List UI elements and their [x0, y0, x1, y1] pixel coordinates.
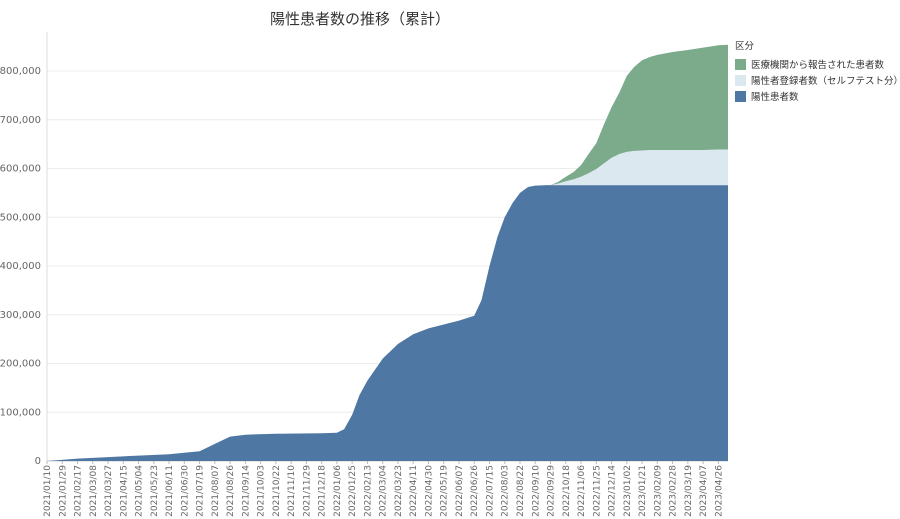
x-tick-label: 2023/04/07: [699, 465, 709, 517]
x-tick-label: 2022/06/26: [470, 465, 480, 517]
y-tick-label: 300,000: [0, 310, 41, 321]
x-tick-label: 2022/11/06: [577, 465, 587, 517]
x-tick-label: 2023/02/28: [669, 465, 679, 517]
legend-item: 医療機関から報告された患者数: [735, 56, 900, 72]
x-tick-label: 2021/11/10: [287, 465, 297, 517]
y-tick-label: 700,000: [0, 115, 41, 126]
x-tick-label: 2022/12/14: [608, 465, 618, 517]
x-tick-label: 2022/04/30: [424, 465, 434, 517]
x-tick-label: 2021/11/29: [302, 465, 312, 517]
legend-swatch: [735, 90, 746, 102]
x-tick-label: 2021/05/04: [135, 465, 145, 517]
x-tick-label: 2022/03/04: [379, 465, 389, 517]
x-tick-label: 2021/08/07: [211, 465, 221, 517]
area-layer: [47, 44, 728, 461]
legend-label: 医療機関から報告された患者数: [751, 60, 885, 71]
x-tick-label: 2023/04/26: [714, 465, 724, 517]
legend: 区分 医療機関から報告された患者数陽性者登録者数（セルフテスト分） 陽性患者数: [735, 38, 900, 104]
x-tick-label: 2021/12/18: [318, 465, 328, 517]
x-tick-label: 2023/01/02: [623, 465, 633, 517]
legend-item: 陽性者登録者数（セルフテスト分）: [735, 72, 900, 88]
x-tick-label: 2021/06/11: [165, 465, 175, 517]
area-series: [47, 149, 728, 461]
x-tick-label: 2022/03/23: [394, 465, 404, 517]
legend-item: 陽性患者数: [735, 88, 900, 104]
legend-title: 区分: [735, 41, 755, 52]
x-tick-label: 2022/06/07: [455, 465, 465, 517]
x-tick-label: 2021/10/22: [272, 465, 282, 517]
legend-swatch: [735, 74, 746, 86]
y-tick-label: 200,000: [0, 359, 41, 370]
x-tick-label: 2022/07/15: [485, 465, 495, 517]
x-tick-label: 2023/03/19: [684, 465, 694, 517]
axis-layer: 0 100,000 200,000 300,000 400,000 500,000 600,…: [0, 66, 724, 517]
y-tick-label: 0: [35, 456, 41, 467]
y-tick-label: 600,000: [0, 164, 41, 175]
legend-items: 医療機関から報告された患者数陽性者登録者数（セルフテスト分） 陽性患者数: [735, 56, 900, 104]
x-tick-label: 2021/01/10: [43, 465, 53, 517]
x-tick-label: 2021/03/08: [89, 465, 99, 517]
x-tick-label: 2022/04/11: [409, 465, 419, 517]
y-tick-label: 800,000: [0, 66, 41, 77]
x-tick-label: 2022/08/03: [501, 465, 511, 517]
x-tick-label: 2022/08/22: [516, 465, 526, 517]
x-tick-label: 2022/01/06: [333, 465, 343, 517]
x-tick-label: 2021/05/23: [150, 465, 160, 517]
y-tick-label: 100,000: [0, 407, 41, 418]
x-tick-label: 2022/09/29: [547, 465, 557, 517]
x-tick-label: 2021/09/14: [241, 465, 251, 517]
area-series: [47, 44, 728, 461]
x-tick-label: 2021/03/27: [104, 465, 114, 517]
legend-label: 陽性者登録者数（セルフテスト分）: [751, 76, 900, 87]
x-tick-label: 2022/09/10: [531, 465, 541, 517]
y-tick-label: 500,000: [0, 212, 41, 223]
x-tick-label: 2021/01/29: [58, 465, 68, 517]
chart-title: 陽性患者数の推移（累計）: [269, 10, 450, 28]
x-tick-label: 2022/11/25: [592, 465, 602, 517]
legend-swatch: [735, 58, 746, 70]
x-tick-label: 2021/06/30: [180, 465, 190, 517]
x-tick-label: 2021/10/03: [257, 465, 267, 517]
x-tick-label: 2021/07/19: [196, 465, 206, 517]
area-series: [47, 185, 728, 461]
x-tick-label: 2021/02/17: [74, 465, 84, 517]
x-tick-label: 2023/02/09: [653, 465, 663, 517]
y-tick-label: 400,000: [0, 261, 41, 272]
x-tick-label: 2021/08/26: [226, 465, 236, 517]
x-tick-label: 2023/01/21: [638, 465, 648, 517]
x-tick-label: 2022/05/19: [440, 465, 450, 517]
legend-label: 陽性患者数: [751, 92, 799, 103]
x-tick-label: 2022/02/13: [363, 465, 373, 517]
x-tick-label: 2022/10/18: [562, 465, 572, 517]
x-tick-label: 2022/01/25: [348, 465, 358, 517]
x-tick-label: 2021/04/15: [119, 465, 129, 517]
